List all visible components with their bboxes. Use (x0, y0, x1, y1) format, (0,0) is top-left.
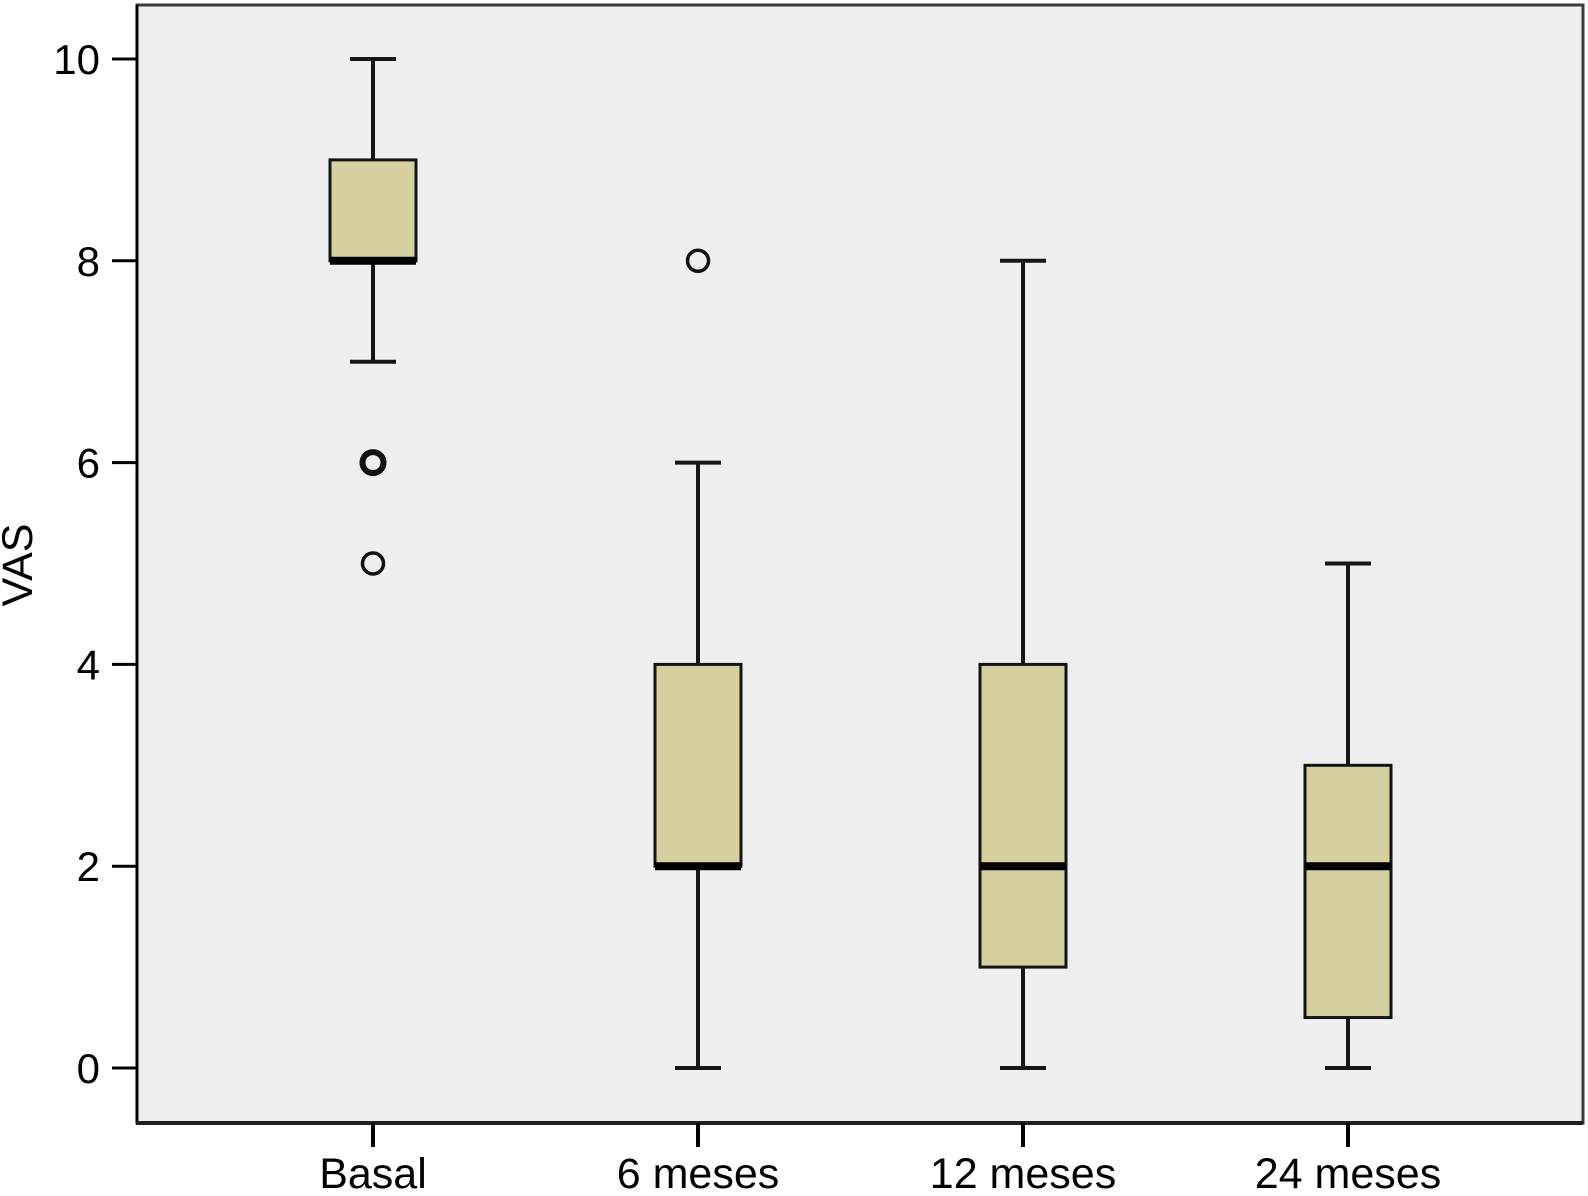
x-axis-label: Basal (319, 1150, 427, 1196)
y-axis-tick-label: 8 (77, 238, 100, 285)
y-axis-tick-label: 4 (77, 641, 100, 688)
box (653, 662, 743, 868)
outlier-point (360, 551, 386, 576)
x-axis-label: 6 meses (617, 1150, 780, 1196)
x-axis-label: 24 meses (1255, 1150, 1441, 1196)
box (1303, 763, 1393, 1020)
y-axis-tick-label: 6 (77, 440, 100, 487)
box (978, 662, 1068, 969)
y-axis-tick-label: 2 (77, 843, 100, 890)
x-axis-label: 12 meses (930, 1150, 1116, 1196)
outlier-point (685, 248, 711, 274)
y-axis-tick-label: 10 (53, 36, 100, 83)
box (328, 158, 418, 263)
y-axis-tick-label: 0 (77, 1045, 100, 1092)
y-axis-title: VAS (0, 524, 42, 607)
outlier-point (359, 449, 387, 477)
